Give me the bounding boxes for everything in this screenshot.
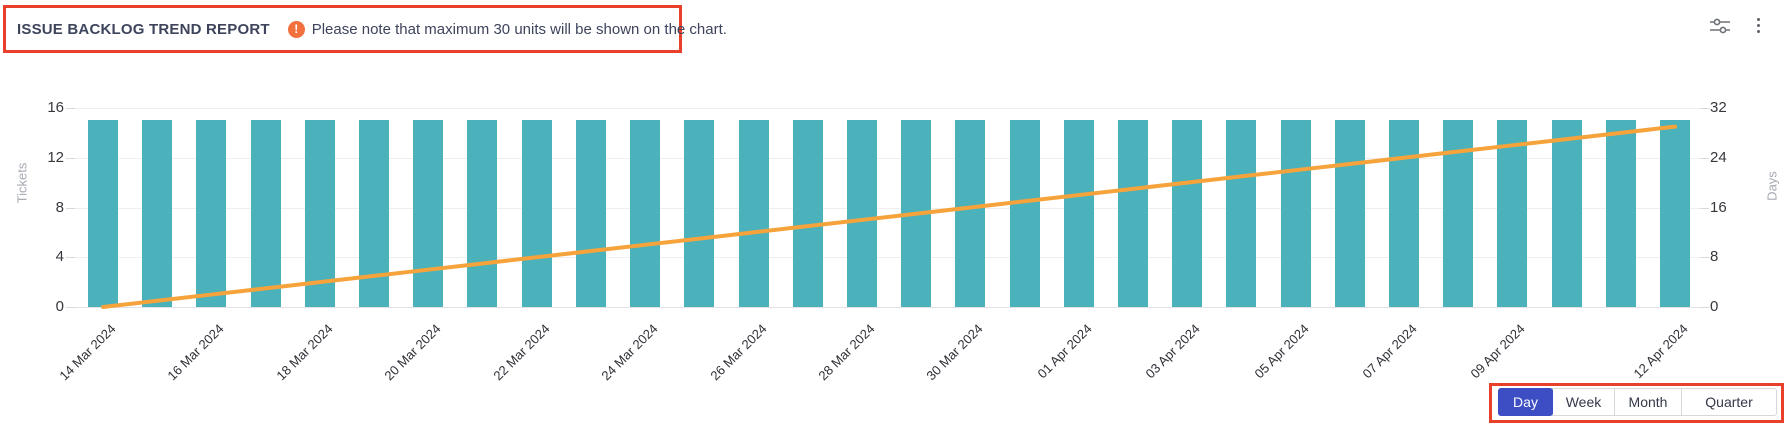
tickets-bar[interactable] bbox=[1497, 120, 1528, 307]
tickets-bar[interactable] bbox=[738, 120, 769, 307]
chart-limit-note-text: Please note that maximum 30 units will b… bbox=[311, 20, 727, 38]
left-axis-tick bbox=[66, 157, 75, 159]
tickets-bar[interactable] bbox=[250, 120, 281, 307]
tickets-bar[interactable] bbox=[792, 120, 823, 307]
right-axis-tick bbox=[1700, 257, 1709, 259]
period-button-month[interactable]: Month bbox=[1614, 388, 1682, 416]
tickets-bar[interactable] bbox=[1280, 120, 1311, 307]
tickets-bar[interactable] bbox=[684, 120, 715, 307]
x-axis-line bbox=[75, 307, 1700, 308]
right-axis-tick-label: 24 bbox=[1710, 148, 1727, 166]
tickets-bar[interactable] bbox=[630, 120, 661, 307]
left-axis-tick bbox=[66, 307, 75, 308]
right-axis-tick-label: 8 bbox=[1710, 248, 1719, 266]
gridline bbox=[75, 108, 1700, 109]
right-axis-tick-label: 32 bbox=[1710, 99, 1727, 116]
x-axis-date-label: 18 Mar 2024 bbox=[273, 321, 336, 384]
kebab-menu-icon[interactable] bbox=[1753, 16, 1764, 35]
tickets-bar[interactable] bbox=[901, 120, 932, 307]
right-axis-tick-label: 16 bbox=[1710, 198, 1727, 216]
left-axis-tick-label: 16 bbox=[47, 99, 64, 116]
right-axis-tick bbox=[1700, 108, 1709, 109]
tickets-bar[interactable] bbox=[196, 120, 227, 307]
x-axis-date-label: 12 Apr 2024 bbox=[1630, 321, 1691, 382]
right-axis-title: Days bbox=[1764, 171, 1780, 201]
left-axis-tick bbox=[66, 207, 75, 209]
x-axis-date-label: 14 Mar 2024 bbox=[56, 321, 119, 384]
page-title: ISSUE BACKLOG TREND REPORT bbox=[17, 20, 270, 38]
tickets-bar[interactable] bbox=[1605, 120, 1636, 307]
tickets-bar[interactable] bbox=[1009, 120, 1040, 307]
left-axis-tick-label: 0 bbox=[55, 298, 64, 315]
period-selector-annotation bbox=[1489, 383, 1784, 423]
tickets-bar[interactable] bbox=[846, 120, 877, 307]
x-axis-date-label: 26 Mar 2024 bbox=[706, 321, 770, 384]
tickets-bar[interactable] bbox=[413, 120, 444, 307]
tickets-bar[interactable] bbox=[1551, 120, 1582, 307]
x-axis-date-label: 30 Mar 2024 bbox=[923, 321, 986, 384]
left-axis-tick-label: 8 bbox=[55, 198, 64, 216]
tickets-bar[interactable] bbox=[1334, 120, 1365, 307]
x-axis-date-label: 22 Mar 2024 bbox=[490, 321, 553, 384]
sliders-icon[interactable] bbox=[1709, 17, 1731, 35]
chart-limit-note: ! Please note that maximum 30 units will… bbox=[287, 20, 727, 38]
tickets-bar[interactable] bbox=[142, 120, 173, 307]
tickets-bar[interactable] bbox=[1443, 120, 1474, 307]
period-button-week[interactable]: Week bbox=[1552, 388, 1615, 416]
tickets-bar[interactable] bbox=[304, 120, 335, 307]
period-button-day[interactable]: Day bbox=[1498, 388, 1553, 416]
right-axis-tick bbox=[1700, 207, 1709, 209]
tickets-bar[interactable] bbox=[521, 120, 552, 307]
left-axis-tick bbox=[66, 257, 75, 259]
x-axis-date-label: 01 Apr 2024 bbox=[1034, 321, 1095, 382]
tickets-bar[interactable] bbox=[359, 120, 390, 307]
right-axis-tick bbox=[1700, 157, 1709, 159]
tickets-bar[interactable] bbox=[467, 120, 498, 307]
tickets-bar[interactable] bbox=[1063, 120, 1094, 307]
left-axis-tick bbox=[66, 108, 75, 109]
x-axis-date-label: 03 Apr 2024 bbox=[1142, 321, 1203, 382]
x-axis-date-label: 09 Apr 2024 bbox=[1467, 321, 1529, 382]
x-axis-date-label: 07 Apr 2024 bbox=[1359, 321, 1420, 382]
right-axis-tick bbox=[1700, 307, 1709, 308]
tickets-bar[interactable] bbox=[575, 120, 606, 307]
tickets-bar[interactable] bbox=[1389, 120, 1420, 307]
tickets-bar[interactable] bbox=[1226, 120, 1257, 307]
tickets-bar[interactable] bbox=[1660, 120, 1691, 307]
tickets-bar[interactable] bbox=[88, 120, 118, 307]
chart-toolbar bbox=[1709, 16, 1764, 35]
x-axis-date-label: 20 Mar 2024 bbox=[381, 321, 444, 384]
x-axis-date-label: 05 Apr 2024 bbox=[1251, 321, 1312, 382]
alert-icon: ! bbox=[287, 20, 305, 38]
period-selector: Day Week Month Quarter bbox=[1498, 388, 1777, 416]
right-axis-tick-label: 0 bbox=[1710, 298, 1719, 315]
x-axis-date-label: 24 Mar 2024 bbox=[598, 321, 661, 384]
report-header-annotation: ISSUE BACKLOG TREND REPORT ! Please note… bbox=[3, 5, 727, 53]
x-axis-date-label: 16 Mar 2024 bbox=[164, 321, 228, 384]
tickets-bar[interactable] bbox=[1172, 120, 1203, 307]
left-axis-title: Tickets bbox=[14, 162, 30, 204]
period-button-quarter[interactable]: Quarter bbox=[1681, 388, 1777, 416]
tickets-bar[interactable] bbox=[955, 120, 986, 307]
left-axis-tick-label: 12 bbox=[47, 148, 64, 166]
x-axis-date-label: 28 Mar 2024 bbox=[815, 321, 878, 384]
left-axis-tick-label: 4 bbox=[55, 248, 64, 266]
tickets-bar[interactable] bbox=[1117, 120, 1148, 307]
